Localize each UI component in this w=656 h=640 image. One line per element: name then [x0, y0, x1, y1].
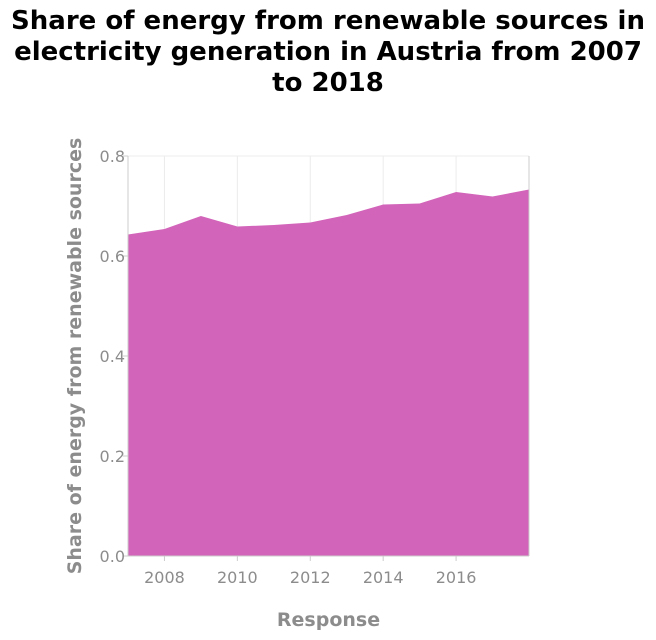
x-tick-labels: 2008 2010 2012 2014 2016 — [144, 556, 476, 587]
y-tick-label: 0.0 — [100, 547, 125, 566]
x-tick-label: 2008 — [144, 568, 185, 587]
renewable-share-area — [128, 189, 529, 556]
chart-title-line-2: electricity generation in Austria from 2… — [14, 37, 642, 67]
x-tick-label: 2016 — [436, 568, 477, 587]
x-tick-label: 2012 — [290, 568, 331, 587]
y-tick-label: 0.4 — [100, 347, 125, 366]
chart-title-line-3: to 2018 — [272, 68, 384, 98]
chart-title: Share of energy from renewable sources i… — [0, 6, 656, 99]
x-tick-label: 2010 — [217, 568, 258, 587]
y-axis-label: Share of energy from renewable sources — [64, 138, 86, 575]
x-tick-label: 2014 — [363, 568, 404, 587]
y-tick-label: 0.8 — [100, 147, 125, 166]
y-tick-labels: 0.0 0.2 0.4 0.6 0.8 — [100, 147, 128, 566]
chart-title-line-1: Share of energy from renewable sources i… — [11, 6, 645, 36]
y-tick-label: 0.6 — [100, 247, 125, 266]
y-tick-label: 0.2 — [100, 447, 125, 466]
x-axis-label: Response — [277, 609, 380, 631]
